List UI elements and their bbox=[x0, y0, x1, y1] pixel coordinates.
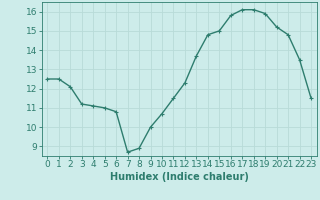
X-axis label: Humidex (Indice chaleur): Humidex (Indice chaleur) bbox=[110, 172, 249, 182]
